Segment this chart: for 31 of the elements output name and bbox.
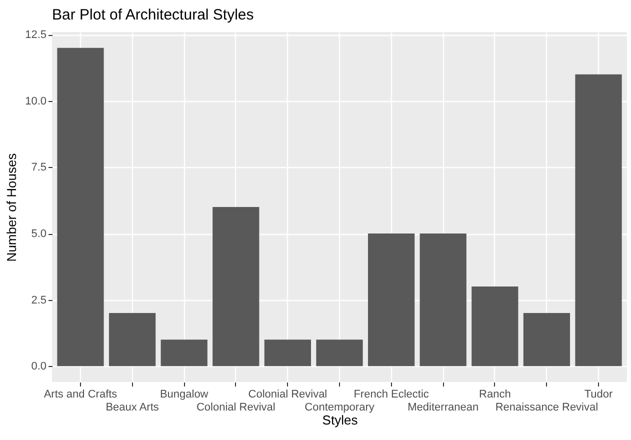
x-tick-label: Bungalow: [160, 388, 208, 400]
x-tick-label: Contemporary: [304, 402, 375, 414]
x-tick-label: Tudor: [584, 388, 614, 400]
x-tick-label: Colonial Revival: [196, 402, 276, 414]
bar: [420, 234, 466, 366]
y-tick-label: 0.0: [31, 360, 46, 373]
x-tick-label: French Eclectic: [354, 388, 430, 400]
x-tick-label: Beaux Arts: [106, 402, 160, 414]
y-tick-label: 7.5: [31, 162, 46, 174]
y-tick-label: 10.0: [25, 95, 46, 108]
bar: [108, 313, 156, 366]
x-tick-label: Mediterranean: [408, 402, 479, 414]
bar: [316, 340, 363, 366]
bar: [212, 207, 260, 366]
y-axis-title: Number of Houses: [4, 152, 20, 262]
bar: [57, 48, 104, 366]
x-tick-label: Arts and Crafts: [44, 388, 118, 400]
y-tick-label: 5.0: [31, 228, 46, 240]
x-axis-title: Styles: [322, 412, 358, 428]
y-tick-label: 12.5: [25, 29, 46, 42]
bar: [368, 234, 415, 366]
y-tick-label: 2.5: [31, 294, 46, 306]
bar: [160, 340, 208, 366]
x-tick-label: Ranch: [479, 388, 511, 400]
bar: [523, 313, 570, 366]
bar: [575, 74, 622, 366]
x-tick-label: Renaissance Revival: [495, 402, 598, 414]
bar: [472, 286, 518, 366]
bar: [264, 340, 312, 366]
x-tick-label: Colonial Revival: [248, 388, 328, 400]
chart-title: Bar Plot of Architectural Styles: [52, 6, 254, 24]
